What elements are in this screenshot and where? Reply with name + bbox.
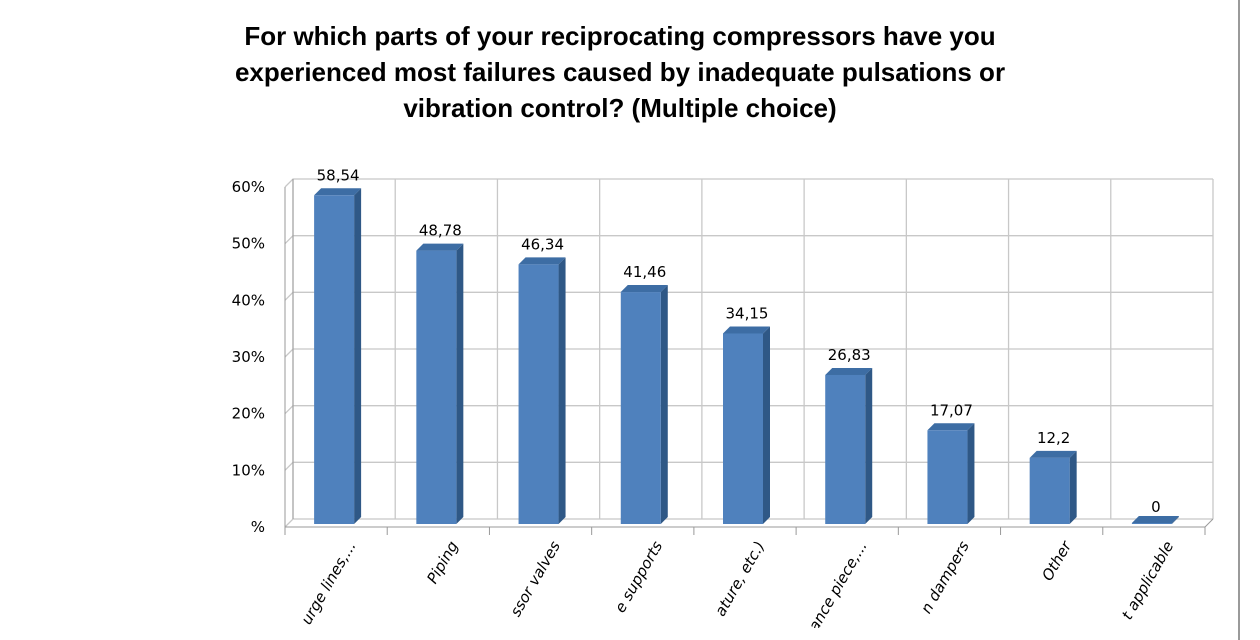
bar	[518, 264, 559, 524]
data-label: 58,54	[317, 166, 360, 184]
gridline	[284, 178, 1213, 188]
x-category-label: e supports	[611, 538, 666, 616]
x-category-label: ance piece,...	[805, 538, 871, 628]
x-category-label: t applicable	[1118, 538, 1177, 623]
data-label: 26,83	[828, 346, 871, 364]
y-tick-label: 30%	[232, 348, 265, 366]
bar-side	[456, 243, 464, 524]
bar	[314, 195, 355, 525]
x-category-label: Other	[1038, 537, 1075, 584]
data-label: 48,78	[419, 222, 462, 240]
data-label: 46,34	[521, 235, 564, 253]
bar-top	[620, 285, 668, 293]
title-line-2: experienced most failures caused by inad…	[234, 57, 1006, 87]
bar-top	[518, 257, 566, 265]
x-category-label: urge lines,...	[297, 538, 359, 628]
title-line-1: For which parts of your reciprocating co…	[244, 21, 996, 51]
bar-top	[314, 188, 362, 196]
data-label: 12,2	[1037, 429, 1070, 447]
bar	[416, 250, 457, 524]
data-label: 0	[1151, 498, 1161, 516]
bar	[620, 292, 661, 524]
y-tick-label: 40%	[232, 291, 265, 309]
bar-side	[1069, 450, 1077, 524]
bar-side	[354, 188, 362, 525]
y-tick-label: 10%	[232, 461, 265, 479]
bar-side	[660, 285, 668, 524]
y-tick-label: 60%	[232, 178, 265, 196]
bar	[927, 430, 968, 524]
bar-side	[1171, 516, 1179, 524]
bar-side	[865, 367, 873, 524]
x-category-label: ature, etc.)	[711, 538, 768, 619]
bar-side	[763, 326, 770, 524]
x-category-label: n dampers	[917, 538, 973, 617]
y-tick-label: 50%	[232, 235, 265, 253]
bar-top	[1131, 516, 1179, 523]
bar-side	[967, 423, 975, 524]
data-label: 17,07	[930, 401, 973, 419]
bar-side	[558, 257, 566, 524]
bar	[1029, 457, 1070, 524]
floor-edge	[1204, 518, 1214, 528]
y-tick-label: %	[251, 518, 265, 536]
data-label: 34,15	[726, 304, 769, 322]
bar-top	[723, 326, 770, 334]
bar-top	[825, 367, 873, 375]
title-line-3: vibration control? (Multiple choice)	[403, 93, 837, 123]
bar	[1131, 523, 1172, 524]
bar-top	[927, 423, 975, 431]
y-tick-label: 20%	[232, 405, 265, 423]
data-label: 41,46	[623, 263, 666, 281]
x-category-label: Piping	[423, 538, 462, 587]
bar	[723, 333, 763, 524]
x-category-label: ssor valves	[506, 538, 564, 620]
chart-title: For which parts of your reciprocating co…	[120, 18, 1120, 126]
bar	[825, 374, 866, 524]
bar-top	[1029, 450, 1077, 458]
bar-top	[416, 243, 464, 251]
